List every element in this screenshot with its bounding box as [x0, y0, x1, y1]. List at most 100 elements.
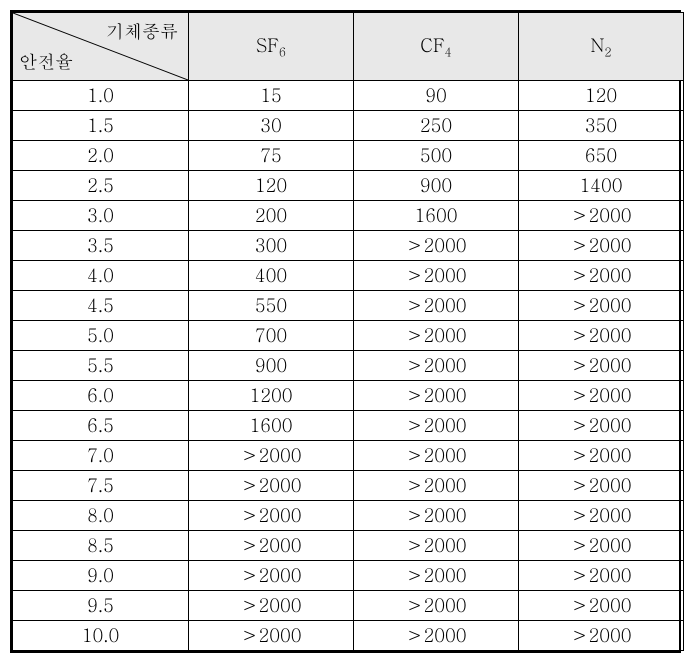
data-cell: 300	[189, 231, 354, 261]
data-cell: 120	[189, 171, 354, 201]
data-cell: 120	[519, 81, 684, 111]
table-row: 7.0＞2000＞2000＞2000	[13, 441, 684, 471]
row-label-cell: 5.5	[13, 351, 189, 381]
table-body: 1.015901201.5302503502.0755006502.512090…	[13, 81, 684, 651]
data-cell: ＞2000	[354, 531, 519, 561]
data-cell: ＞2000	[189, 471, 354, 501]
data-cell: ＞2000	[354, 231, 519, 261]
corner-header-cell: 기체종류 안전율	[13, 13, 189, 81]
data-cell: ＞2000	[354, 291, 519, 321]
data-cell: ＞2000	[189, 561, 354, 591]
column-header-base: SF	[256, 33, 279, 58]
data-cell: 900	[354, 171, 519, 201]
data-cell: 1400	[519, 171, 684, 201]
data-cell: ＞2000	[354, 351, 519, 381]
table-row: 3.02001600＞2000	[13, 201, 684, 231]
data-cell: 200	[189, 201, 354, 231]
data-cell: 1200	[189, 381, 354, 411]
data-cell: ＞2000	[354, 411, 519, 441]
table-row: 10.0＞2000＞2000＞2000	[13, 621, 684, 651]
table-row: 5.0700＞2000＞2000	[13, 321, 684, 351]
table-row: 9.5＞2000＞2000＞2000	[13, 591, 684, 621]
column-header-n2: N2	[519, 13, 684, 81]
table-row: 2.51209001400	[13, 171, 684, 201]
data-cell: 700	[189, 321, 354, 351]
table-row: 6.51600＞2000＞2000	[13, 411, 684, 441]
data-cell: ＞2000	[519, 321, 684, 351]
table-row: 8.5＞2000＞2000＞2000	[13, 531, 684, 561]
data-cell: ＞2000	[189, 531, 354, 561]
data-cell: ＞2000	[519, 231, 684, 261]
row-label-cell: 6.0	[13, 381, 189, 411]
data-cell: 550	[189, 291, 354, 321]
table-header: 기체종류 안전율 SF6 CF4 N2	[13, 13, 684, 81]
data-cell: ＞2000	[354, 381, 519, 411]
data-cell: ＞2000	[519, 501, 684, 531]
data-cell: ＞2000	[519, 621, 684, 651]
table-row: 5.5900＞2000＞2000	[13, 351, 684, 381]
row-label-cell: 7.0	[13, 441, 189, 471]
table-row: 1.01590120	[13, 81, 684, 111]
data-cell: ＞2000	[519, 291, 684, 321]
header-row: 기체종류 안전율 SF6 CF4 N2	[13, 13, 684, 81]
data-cell: ＞2000	[519, 531, 684, 561]
data-cell: ＞2000	[354, 261, 519, 291]
data-cell: 1600	[354, 201, 519, 231]
row-label-cell: 1.0	[13, 81, 189, 111]
column-header-base: CF	[420, 33, 444, 58]
row-label-cell: 8.5	[13, 531, 189, 561]
table-row: 4.0400＞2000＞2000	[13, 261, 684, 291]
row-label-cell: 1.5	[13, 111, 189, 141]
data-cell: 650	[519, 141, 684, 171]
row-label-cell: 3.0	[13, 201, 189, 231]
table-row: 4.5550＞2000＞2000	[13, 291, 684, 321]
column-header-sub: 6	[279, 43, 286, 60]
table-row: 7.5＞2000＞2000＞2000	[13, 471, 684, 501]
data-cell: 350	[519, 111, 684, 141]
data-cell: ＞2000	[519, 591, 684, 621]
data-cell: ＞2000	[354, 591, 519, 621]
row-label-cell: 10.0	[13, 621, 189, 651]
data-cell: ＞2000	[519, 381, 684, 411]
data-cell: ＞2000	[354, 501, 519, 531]
data-table: 기체종류 안전율 SF6 CF4 N2 1.015901201.53025035…	[12, 12, 684, 651]
table-row: 8.0＞2000＞2000＞2000	[13, 501, 684, 531]
column-header-sf6: SF6	[189, 13, 354, 81]
data-cell: ＞2000	[519, 471, 684, 501]
column-header-sub: 4	[445, 43, 452, 60]
row-label-cell: 5.0	[13, 321, 189, 351]
data-cell: 900	[189, 351, 354, 381]
row-label-cell: 6.5	[13, 411, 189, 441]
data-cell: ＞2000	[189, 591, 354, 621]
data-cell: ＞2000	[519, 351, 684, 381]
data-cell: ＞2000	[519, 441, 684, 471]
column-header-sub: 2	[604, 43, 611, 60]
table-row: 3.5300＞2000＞2000	[13, 231, 684, 261]
data-cell: ＞2000	[354, 561, 519, 591]
data-cell: 15	[189, 81, 354, 111]
row-label-cell: 4.0	[13, 261, 189, 291]
data-cell: ＞2000	[519, 201, 684, 231]
row-label-cell: 4.5	[13, 291, 189, 321]
data-cell: ＞2000	[189, 501, 354, 531]
table-row: 1.530250350	[13, 111, 684, 141]
row-label-cell: 9.5	[13, 591, 189, 621]
table-row: 2.075500650	[13, 141, 684, 171]
row-label-cell: 3.5	[13, 231, 189, 261]
column-header-base: N	[590, 33, 604, 58]
data-cell: 500	[354, 141, 519, 171]
data-cell: ＞2000	[354, 621, 519, 651]
table-row: 9.0＞2000＞2000＞2000	[13, 561, 684, 591]
data-cell: 1600	[189, 411, 354, 441]
row-label-cell: 8.0	[13, 501, 189, 531]
data-cell: ＞2000	[189, 621, 354, 651]
data-cell: ＞2000	[519, 261, 684, 291]
row-label-cell: 2.0	[13, 141, 189, 171]
data-cell: ＞2000	[354, 441, 519, 471]
column-header-cf4: CF4	[354, 13, 519, 81]
data-cell: 75	[189, 141, 354, 171]
data-cell: 30	[189, 111, 354, 141]
row-label-cell: 9.0	[13, 561, 189, 591]
data-cell: 250	[354, 111, 519, 141]
data-cell: ＞2000	[189, 441, 354, 471]
